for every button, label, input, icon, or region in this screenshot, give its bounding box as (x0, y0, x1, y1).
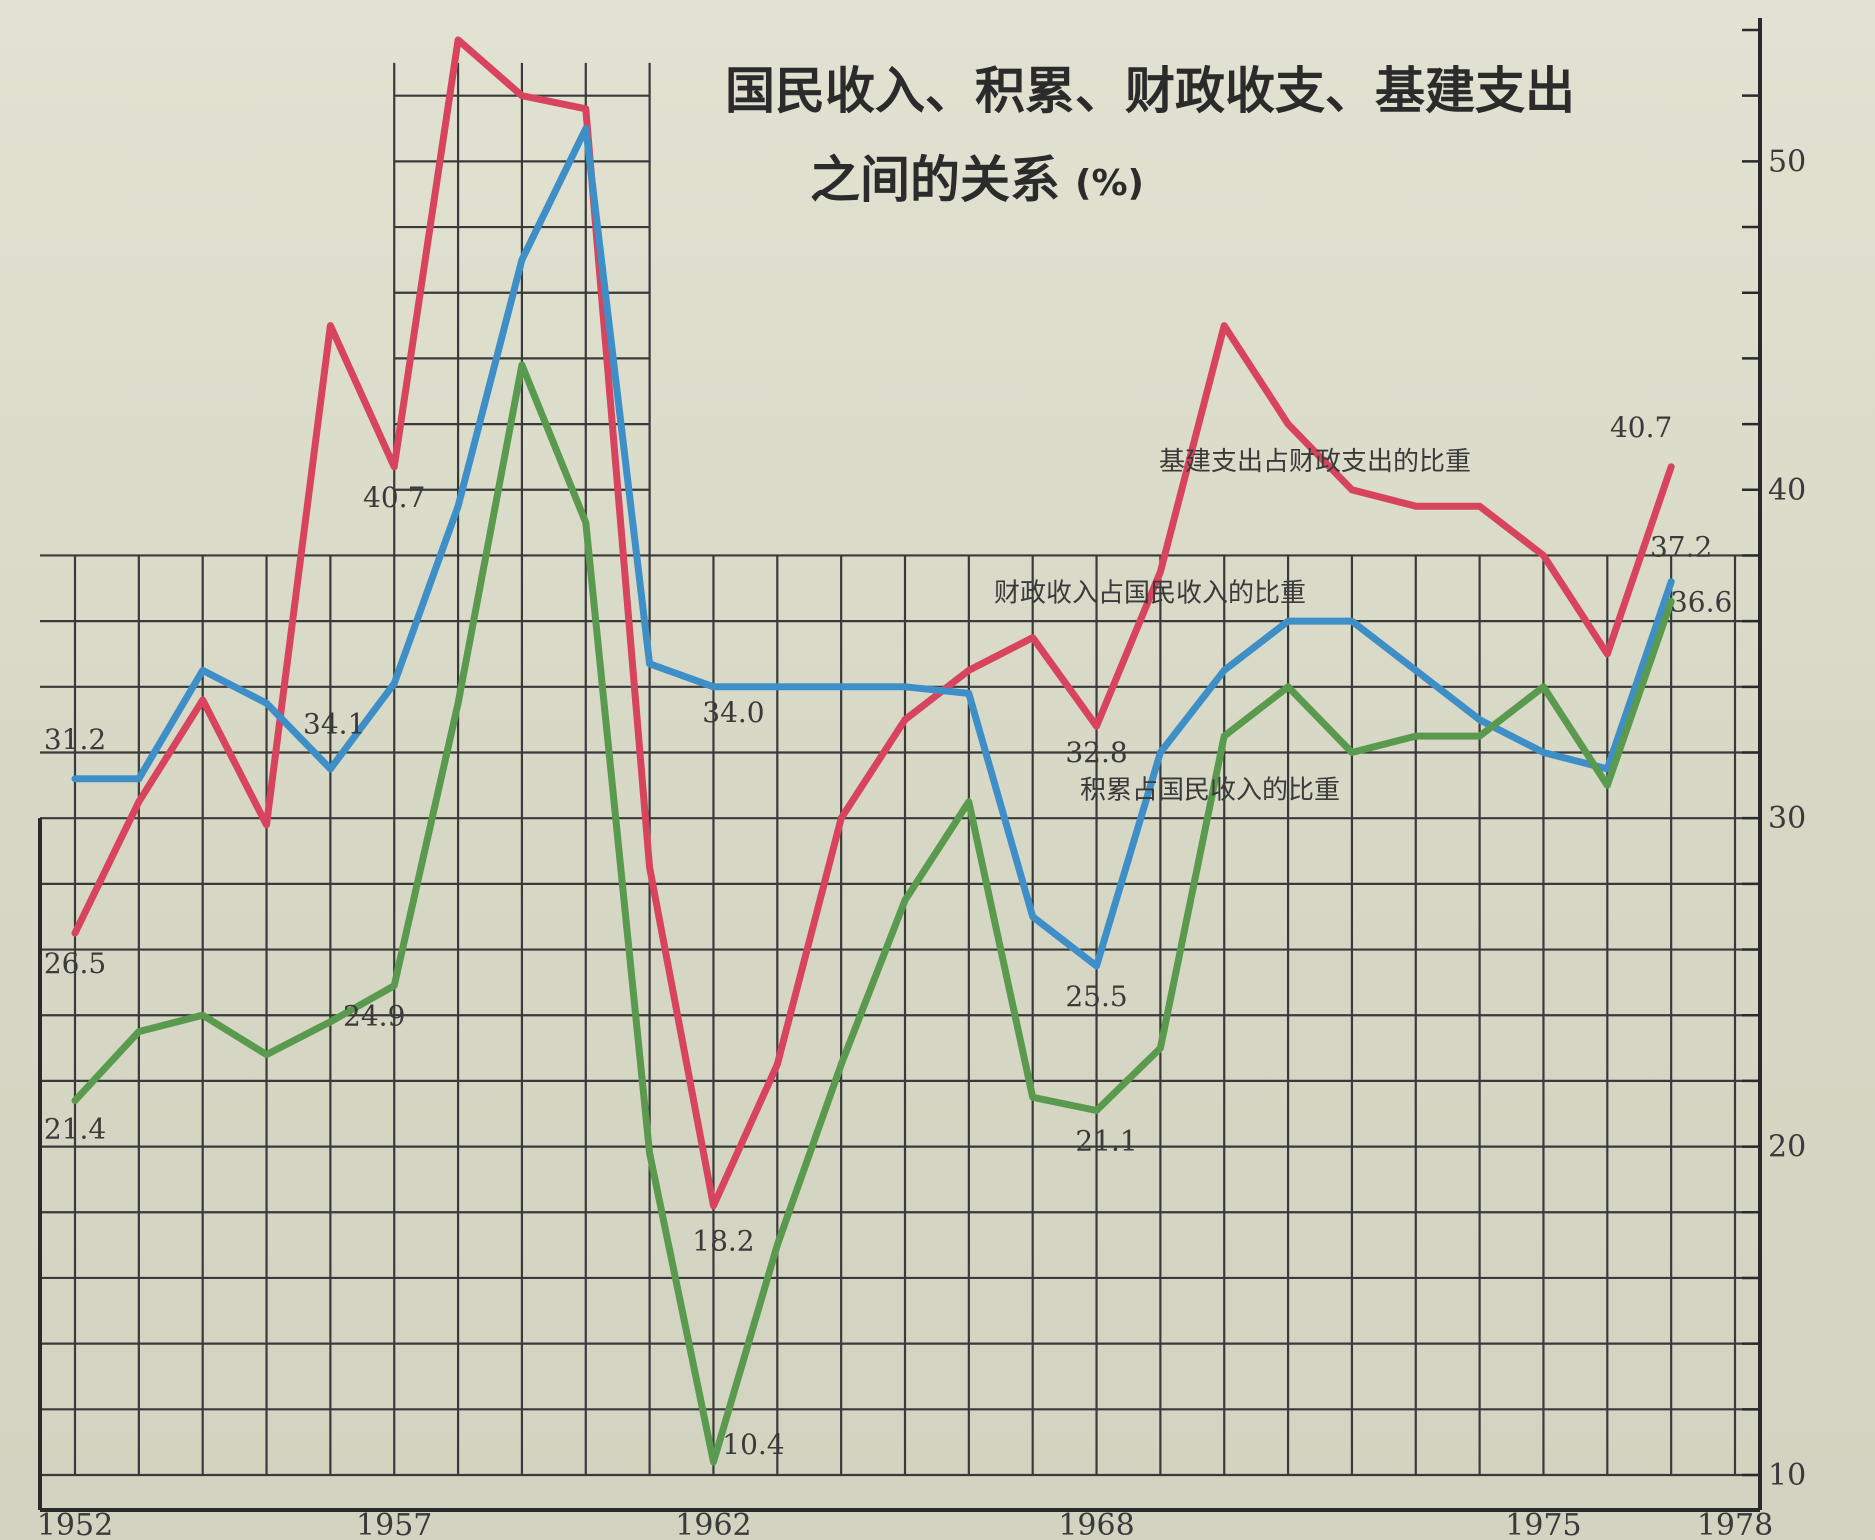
grid (40, 62, 1760, 1477)
axes: 10 20 30 40 50 1952 1957 1962 1968 1975 1978 (37, 18, 1806, 1540)
data-label: 21.4 (44, 1113, 106, 1146)
chart-title-line1: 国民收入、积累、财政收支、基建支出 (725, 62, 1575, 120)
x-tick-label: 1952 (37, 1508, 113, 1540)
data-label: 31.2 (44, 723, 106, 756)
data-label: 26.5 (44, 947, 106, 980)
series-line-3 (71, 361, 1675, 1466)
series-line-1 (71, 36, 1675, 1210)
data-label: 21.1 (1075, 1124, 1137, 1157)
x-tick-label: 1957 (356, 1508, 432, 1540)
data-label: 40.7 (363, 481, 425, 514)
data-label: 40.7 (1610, 411, 1672, 444)
data-label: 25.5 (1065, 980, 1127, 1013)
data-label: 34.0 (702, 696, 764, 729)
x-tick-label: 1968 (1058, 1508, 1134, 1540)
y-tick-label: 10 (1768, 1458, 1806, 1493)
data-labels: 26.5 40.7 18.2 32.8 40.7 31.2 34.1 34.0 25.5 37.2… (44, 411, 1732, 1461)
series-name-label-1: 基建支出占财政支出的比重 (1159, 447, 1471, 477)
x-tick-label: 1978 (1697, 1508, 1773, 1540)
x-tick-label: 1962 (675, 1508, 751, 1540)
data-label: 34.1 (303, 708, 365, 741)
x-tick-label: 1975 (1505, 1508, 1581, 1540)
y-tick-label: 50 (1768, 144, 1806, 179)
y-tick-label: 40 (1768, 473, 1806, 508)
chart-title-line2: 之间的关系 (810, 151, 1060, 209)
series-line-2 (71, 125, 1675, 970)
chart-title: 国民收入、积累、财政收支、基建支出 之间的关系 (%) (725, 62, 1575, 209)
y-tick-label: 20 (1768, 1130, 1806, 1165)
y-tick-label: 30 (1768, 801, 1806, 836)
data-label: 24.9 (343, 1000, 405, 1033)
chart-unit-label: (%) (1075, 163, 1144, 204)
data-label: 36.6 (1670, 585, 1732, 618)
data-label: 10.4 (722, 1428, 784, 1461)
data-label: 18.2 (692, 1225, 754, 1258)
series-name-label-2: 财政收入占国民收入的比重 (994, 578, 1306, 608)
data-label: 32.8 (1065, 736, 1127, 769)
series-name-label-3: 积累占国民收入的比重 (1080, 775, 1340, 805)
data-label: 37.2 (1650, 531, 1712, 564)
